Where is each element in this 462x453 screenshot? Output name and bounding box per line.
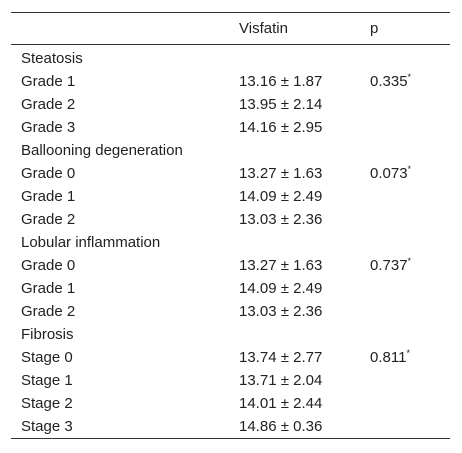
table-row: Grade 0 13.27 ± 1.63 0.073* xyxy=(11,162,450,185)
p-value-cell xyxy=(370,369,450,392)
row-label: Stage 3 xyxy=(21,418,73,435)
header-visfatin: Visfatin xyxy=(239,20,288,37)
p-value-cell: 0.737* xyxy=(370,254,450,277)
row-label: Steatosis xyxy=(21,50,83,67)
visfatin-value xyxy=(239,45,370,71)
visfatin-value xyxy=(239,231,370,254)
row-label: Grade 3 xyxy=(21,119,76,136)
table-header: Visfatin p xyxy=(11,12,450,45)
visfatin-value: 13.95 ± 2.14 xyxy=(239,96,323,113)
p-value-cell xyxy=(370,323,450,346)
visfatin-value xyxy=(239,139,370,162)
table-row: Stage 3 14.86 ± 0.36 xyxy=(11,415,450,439)
p-value-cell: 0.335* xyxy=(370,70,450,93)
visfatin-value: 14.01 ± 2.44 xyxy=(239,395,323,412)
table-row: Steatosis xyxy=(11,45,450,71)
p-value-cell xyxy=(370,277,450,300)
table-row: Fibrosis xyxy=(11,323,450,346)
row-label: Grade 0 xyxy=(21,165,76,182)
header-p: p xyxy=(370,20,379,37)
row-label: Ballooning degeneration xyxy=(21,142,183,159)
row-label: Grade 1 xyxy=(21,188,76,205)
table-row: Grade 3 14.16 ± 2.95 xyxy=(11,116,450,139)
row-label: Stage 0 xyxy=(21,349,73,366)
p-value-footnote-marker: * xyxy=(407,256,412,266)
header-row: Visfatin p xyxy=(11,12,450,45)
table-row: Lobular inflammation xyxy=(11,231,450,254)
p-value: 0.073 xyxy=(370,165,408,182)
p-value-footnote-marker: * xyxy=(407,72,412,82)
p-value-cell xyxy=(370,116,450,139)
table-row: Grade 1 14.09 ± 2.49 xyxy=(11,277,450,300)
table-body: Steatosis Grade 1 13.16 ± 1.87 0.335* Grade … xyxy=(11,45,450,439)
visfatin-value: 13.27 ± 1.63 xyxy=(239,165,323,182)
visfatin-value: 14.09 ± 2.49 xyxy=(239,280,323,297)
p-value-cell: 0.811* xyxy=(370,346,450,369)
row-label: Grade 0 xyxy=(21,257,76,274)
table-row: Grade 0 13.27 ± 1.63 0.737* xyxy=(11,254,450,277)
visfatin-value: 13.03 ± 2.36 xyxy=(239,211,323,228)
visfatin-value xyxy=(239,323,370,346)
table-row: Stage 2 14.01 ± 2.44 xyxy=(11,392,450,415)
visfatin-value: 14.86 ± 0.36 xyxy=(239,418,323,435)
p-value-cell xyxy=(370,93,450,116)
p-value: 0.811 xyxy=(370,349,407,366)
p-value: 0.335 xyxy=(370,73,408,90)
table-row: Grade 1 14.09 ± 2.49 xyxy=(11,185,450,208)
visfatin-value: 13.03 ± 2.36 xyxy=(239,303,323,320)
p-value-cell xyxy=(370,231,450,254)
visfatin-value: 13.71 ± 2.04 xyxy=(239,372,323,389)
visfatin-value: 13.74 ± 2.77 xyxy=(239,349,323,366)
p-value-cell xyxy=(370,300,450,323)
row-label: Grade 2 xyxy=(21,211,76,228)
row-label: Grade 1 xyxy=(21,73,76,90)
row-label: Grade 2 xyxy=(21,96,76,113)
p-value-cell xyxy=(370,208,450,231)
p-value-cell xyxy=(370,45,450,71)
visfatin-histology-table: Visfatin p Steatosis Grade 1 13.16 ± 1.87 0… xyxy=(11,12,450,439)
p-value-cell xyxy=(370,415,450,439)
table-row: Grade 2 13.03 ± 2.36 xyxy=(11,300,450,323)
p-value: 0.737 xyxy=(370,257,408,274)
visfatin-value: 13.16 ± 1.87 xyxy=(239,73,323,90)
visfatin-value: 13.27 ± 1.63 xyxy=(239,257,323,274)
row-label: Stage 2 xyxy=(21,395,73,412)
row-label: Grade 2 xyxy=(21,303,76,320)
table-row: Ballooning degeneration xyxy=(11,139,450,162)
table-row: Grade 1 13.16 ± 1.87 0.335* xyxy=(11,70,450,93)
p-value-cell: 0.073* xyxy=(370,162,450,185)
row-label: Fibrosis xyxy=(21,326,74,343)
table-row: Grade 2 13.95 ± 2.14 xyxy=(11,93,450,116)
table-row: Stage 1 13.71 ± 2.04 xyxy=(11,369,450,392)
header-label xyxy=(11,13,239,45)
row-label: Stage 1 xyxy=(21,372,73,389)
row-label: Lobular inflammation xyxy=(21,234,161,251)
p-value-cell xyxy=(370,392,450,415)
p-value-footnote-marker: * xyxy=(407,164,412,174)
table-row: Grade 2 13.03 ± 2.36 xyxy=(11,208,450,231)
visfatin-value: 14.09 ± 2.49 xyxy=(239,188,323,205)
row-label: Grade 1 xyxy=(21,280,76,297)
table-row: Stage 0 13.74 ± 2.77 0.811* xyxy=(11,346,450,369)
visfatin-table-container: Visfatin p Steatosis Grade 1 13.16 ± 1.87 0… xyxy=(11,12,450,439)
p-value-cell xyxy=(370,139,450,162)
p-value-footnote-marker: * xyxy=(406,348,410,358)
visfatin-value: 14.16 ± 2.95 xyxy=(239,119,323,136)
p-value-cell xyxy=(370,185,450,208)
